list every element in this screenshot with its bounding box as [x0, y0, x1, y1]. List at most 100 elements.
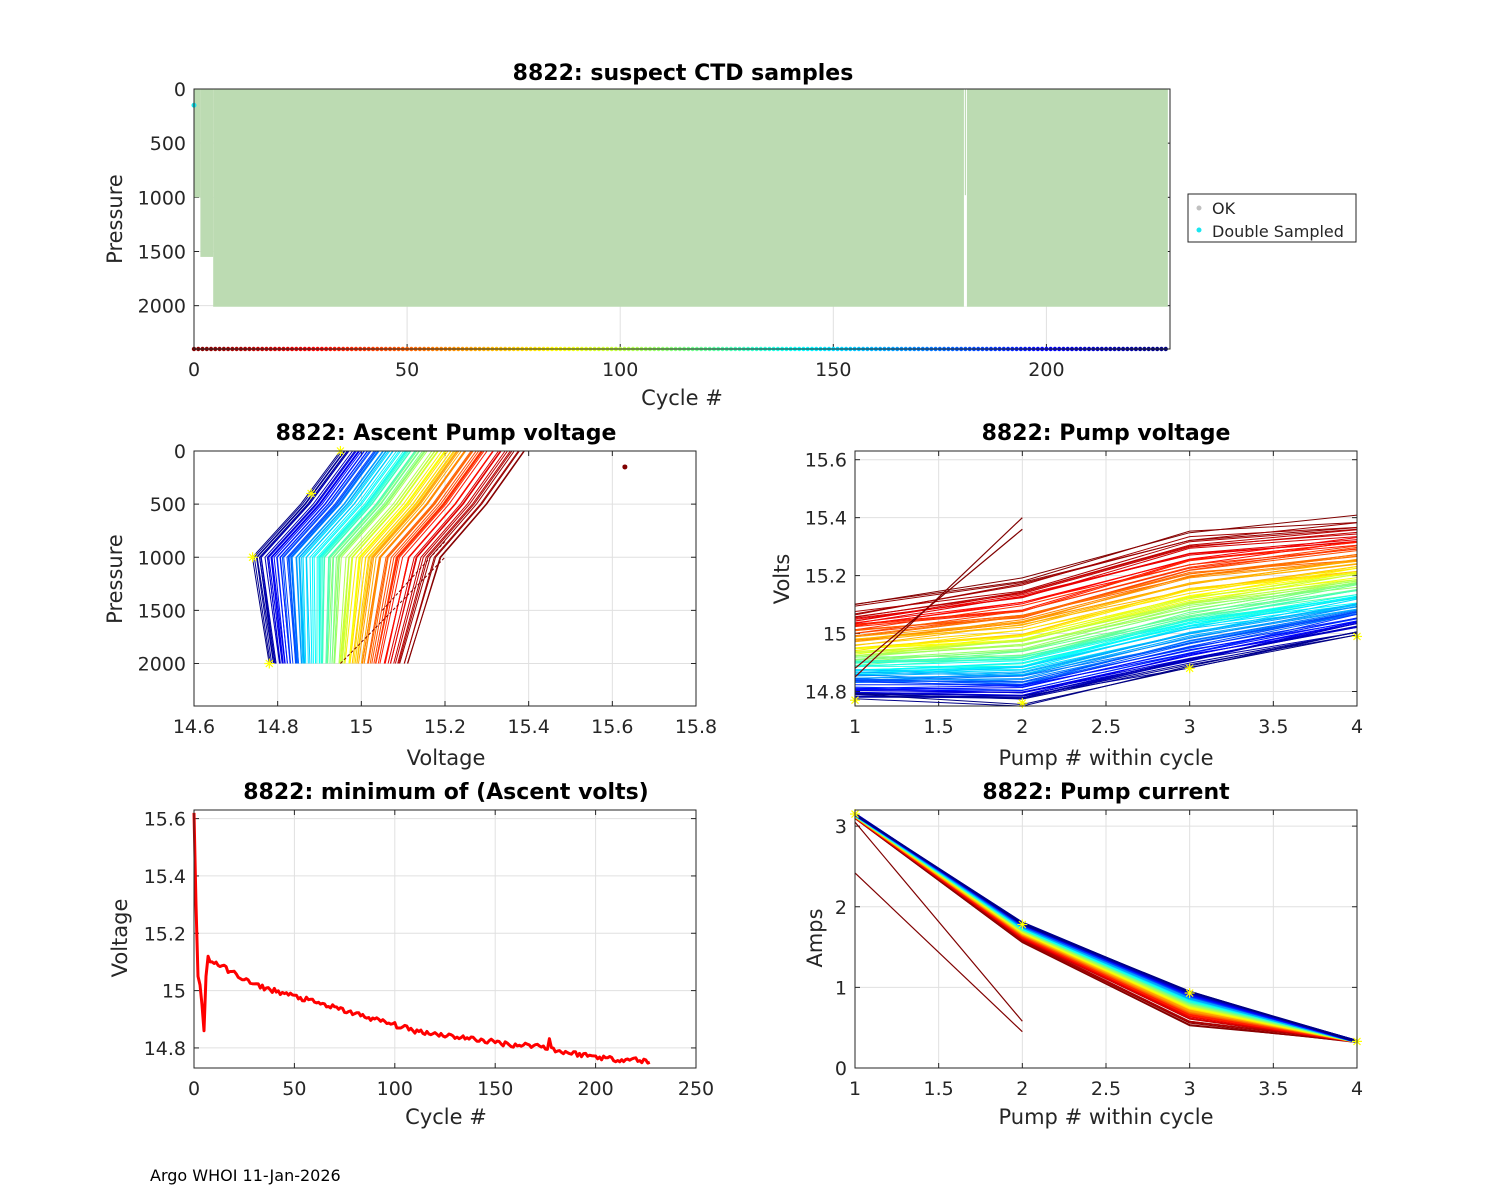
ascent-profile-line: [251, 450, 341, 664]
ascent-profile-line: [299, 450, 387, 664]
ascent-profile-line: [260, 450, 350, 664]
ascent-profile-line: [316, 450, 405, 664]
current-xtick-label: 2: [1016, 1078, 1028, 1100]
legend-ok-marker: [1196, 205, 1202, 211]
ascent-outlier-point: [622, 464, 628, 470]
current-marker-star: [1017, 919, 1028, 930]
suspect-series: [191, 89, 1168, 352]
pumpvolt-xtick-label: 1: [849, 716, 861, 738]
minvolts-plot-bg: [194, 810, 696, 1068]
suspect-ytick-label: 2000: [138, 296, 186, 318]
pump-voltage-line: [854, 522, 1358, 605]
minvolts-xtick-label: 200: [577, 1078, 613, 1100]
pump-voltage-line: [854, 541, 1358, 628]
pump-voltage-line: [854, 554, 1358, 637]
minvolts-ylabel: Voltage: [108, 899, 132, 978]
minvolts-ytick-label: 15.2: [144, 923, 186, 945]
current-xlabel: Pump # within cycle: [999, 1105, 1214, 1129]
ascent-profile-line: [306, 450, 394, 664]
current-title: 8822: Pump current: [982, 780, 1230, 805]
ascent-ytick-label: 0: [174, 441, 186, 463]
ascent-profile-line: [256, 450, 346, 664]
ascent-profile-line: [283, 450, 372, 664]
pumpvolt-ytick-label: 15.2: [805, 566, 847, 588]
ascent-profile-line: [331, 450, 423, 664]
current-marker-star-stroke: [1018, 920, 1027, 929]
suspect-ytick-label: 500: [150, 133, 186, 155]
ascent-profile-line: [361, 450, 465, 664]
ok-samples-block: [194, 89, 201, 198]
legend-ok-label: OK: [1212, 199, 1236, 218]
pump-voltage-line: [854, 621, 1358, 694]
ascent-profile-line: [290, 450, 379, 664]
legend-double-label: Double Sampled: [1212, 222, 1344, 241]
pump-voltage-anomaly-line: [854, 528, 1023, 669]
ascent-marker-star: [306, 488, 317, 499]
current-xtick-label: 1.5: [924, 1078, 954, 1100]
ascent-profile-line: [295, 450, 384, 664]
suspect-xtick-label: 100: [602, 359, 638, 381]
pump-voltage-line: [854, 580, 1358, 657]
minvolts-title: 8822: minimum of (Ascent volts): [243, 780, 649, 805]
suspect-ytick-label: 0: [174, 79, 186, 101]
current-marker-star: [1184, 988, 1195, 999]
current-xtick-label: 4: [1351, 1078, 1363, 1100]
suspect-axes-box: [193, 88, 1171, 350]
ascent-profile-line: [313, 450, 402, 664]
pump-current-line: [854, 813, 1358, 1043]
pumpvolt-xtick-label: 2.5: [1091, 716, 1121, 738]
ascent-profile-line: [393, 450, 506, 664]
pumpvolt-xtick-label: 1.5: [924, 716, 954, 738]
ascent-profile-line: [379, 450, 488, 664]
ascent-profile-line: [331, 450, 425, 664]
ascent-profile-line: [375, 450, 484, 664]
ascent-profile-line: [264, 450, 354, 664]
ascent-profile-line: [349, 450, 449, 664]
ascent-xtick-label: 14.6: [173, 716, 215, 738]
pump-voltage-line: [854, 528, 1358, 612]
suspect-samples-panel: 8822: suspect CTD samples 0 50 100 150 20005…: [103, 61, 1357, 410]
pumpvolt-xlabel: Pump # within cycle: [999, 746, 1214, 770]
ascent-profile-line: [276, 450, 365, 664]
pump-voltage-line: [854, 533, 1358, 622]
ascent-profile-line: [390, 450, 501, 664]
pump-voltage-line: [854, 631, 1358, 699]
suspect-ytick-label: 1000: [138, 187, 186, 209]
pump-voltage-line: [854, 514, 1358, 605]
legend-box: [1187, 193, 1357, 243]
ascent-profile-line: [279, 450, 368, 664]
minvolts-ytick-label: 15.4: [144, 866, 186, 888]
ascent-series: [247, 446, 628, 669]
ascent-marker-star-stroke: [307, 489, 316, 498]
ascent-profile-line: [344, 450, 443, 664]
ascent-anomaly-line: [381, 540, 446, 611]
ascent-profile-line: [397, 450, 511, 664]
min-voltage-line: [192, 812, 651, 1065]
pump-voltage-line: [854, 540, 1358, 627]
ascent-profile-line: [371, 450, 477, 664]
suspect-legend: OK Double Sampled: [1187, 193, 1357, 243]
partial-profile: [964, 89, 967, 196]
pump-voltage-line: [854, 621, 1358, 690]
ascent-marker-star-stroke: [248, 553, 257, 562]
pumpvolt-axes-box: [854, 450, 1358, 707]
ascent-profile-line: [327, 450, 420, 664]
ascent-profile-line: [407, 450, 525, 664]
ascent-ytick-label: 2000: [138, 654, 186, 676]
pump-current-anomaly-line: [854, 821, 1023, 1022]
pumpvolt-ticks: 1 1.5 2 2.5 3 3.5 4 14.8 15 15.2 15.4 15.6: [805, 450, 1363, 738]
ascent-profile-line: [353, 450, 452, 664]
ascent-xtick-label: 15: [349, 716, 373, 738]
ascent-marker-star-stroke: [265, 659, 274, 668]
ascent-profile-line: [291, 450, 380, 664]
ascent-profile-line: [367, 450, 473, 664]
minvolts-xtick-label: 250: [678, 1078, 714, 1100]
pumpvolt-series: [850, 514, 1362, 709]
ascent-profile-line: [403, 450, 519, 664]
ascent-profile-line: [384, 450, 494, 664]
ascent-xtick-label: 15.2: [424, 716, 466, 738]
ascent-profile-line: [363, 450, 466, 664]
current-ytick-label: 0: [835, 1058, 847, 1080]
